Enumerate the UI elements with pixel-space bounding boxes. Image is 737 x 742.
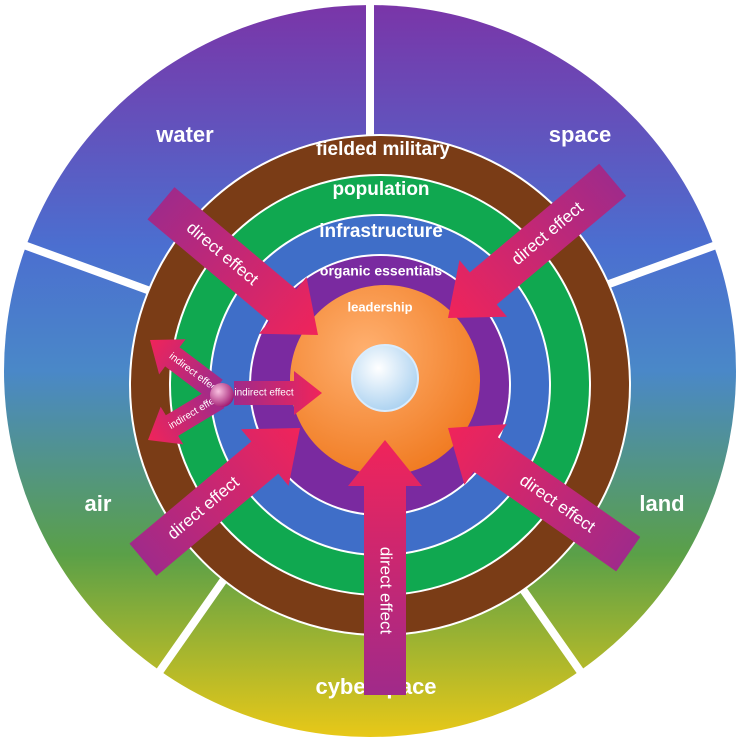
ring-label: fielded military [316,139,451,160]
domain-label: water [155,122,214,147]
ring-label: population [332,179,429,200]
indirect-source [210,383,234,407]
ring-label: organic essentials [320,263,442,279]
core [352,345,418,411]
domain-label: air [85,491,112,516]
arrow-label: direct effect [377,547,396,635]
ring-label: leadership [347,299,412,314]
arrow-label: indirect effect [234,388,294,399]
domain-label: space [549,122,611,147]
domain-label: land [639,491,684,516]
ring-label: infrastructure [319,221,443,242]
diagram: water space air land cyberspace fielded … [0,0,737,742]
